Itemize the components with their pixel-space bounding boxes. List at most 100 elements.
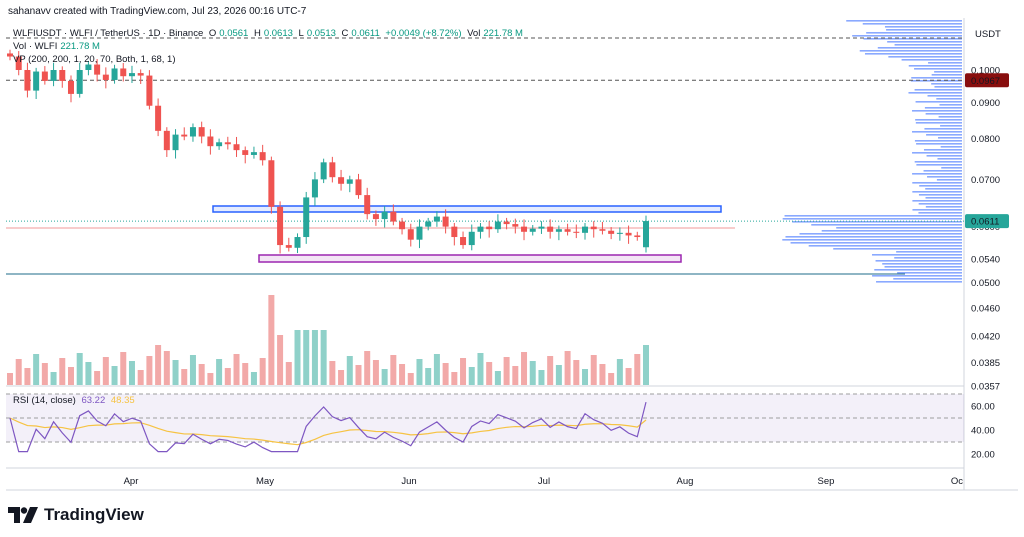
volume-profile-row <box>941 167 962 169</box>
volume-profile-row <box>782 218 962 220</box>
candle-body <box>399 221 406 230</box>
volume-bar <box>564 351 571 385</box>
volume-profile-row <box>916 164 962 166</box>
rsi-legend[interactable]: RSI (14, close) 63.22 48.35 <box>13 395 138 406</box>
volume-bar <box>573 360 580 385</box>
volume-indicator-value: 221.78 M <box>60 41 100 52</box>
volume-legend[interactable]: Vol · WLFI 221.78 M <box>13 41 103 52</box>
volume-profile-row <box>931 74 962 76</box>
candle-body <box>529 228 536 232</box>
volume-bar <box>15 359 22 385</box>
volume-profile-row <box>893 278 962 280</box>
candle-body <box>381 211 388 220</box>
volume-profile-row <box>924 107 962 109</box>
volume-profile-row <box>926 155 962 157</box>
price-axis-currency: USDT <box>975 29 1001 40</box>
volume-profile-row <box>875 260 962 262</box>
volume-bar <box>555 365 562 385</box>
volume-bar <box>425 368 432 385</box>
volume-bar <box>259 358 266 385</box>
candle-body <box>442 216 449 227</box>
candle-body <box>7 53 13 57</box>
volume-profile-row <box>808 245 962 247</box>
rsi-tick-label: 60.00 <box>971 402 995 413</box>
volume-profile-row <box>859 50 962 52</box>
volume-profile-row <box>918 212 962 214</box>
chart-attribution: sahanavv created with TradingView.com, J… <box>8 6 307 17</box>
price-tick-label: 0.0540 <box>971 254 1000 265</box>
candle-body <box>625 232 632 236</box>
volume-bar <box>216 359 223 385</box>
candle-body <box>59 70 66 81</box>
time-tick-label: Apr <box>124 476 139 487</box>
candle-body <box>512 224 519 227</box>
candle-body <box>285 245 292 248</box>
volume-profile-row <box>915 122 962 124</box>
volume-bar <box>329 361 336 385</box>
volume-profile-row <box>897 272 962 274</box>
symbol-legend[interactable]: WLFIUSDT · WLFI / TetherUS · 1D · Binanc… <box>13 28 526 39</box>
volume-bar <box>643 345 649 385</box>
volume-bar <box>102 357 109 385</box>
candle-body <box>416 226 423 240</box>
volume-profile-row <box>939 104 962 106</box>
volume-bar <box>399 364 406 385</box>
volume-bar <box>33 354 40 385</box>
volume-profile-row <box>872 254 962 256</box>
tradingview-logo-text: TradingView <box>44 505 144 524</box>
time-tick-label: Sep <box>818 476 835 487</box>
volume-profile-row <box>912 173 962 175</box>
volume-profile-row <box>934 71 962 73</box>
candle-body <box>634 235 641 238</box>
volume-profile-row <box>799 233 962 235</box>
close-value: 0.0611 <box>351 28 380 39</box>
volume-profile-row <box>821 230 962 232</box>
candle-body <box>355 179 362 196</box>
volume-bar <box>407 373 414 385</box>
rsi-tick-label: 40.00 <box>971 426 995 437</box>
volume-profile-row <box>938 137 962 139</box>
candle-body <box>547 226 554 232</box>
volume-profile-row <box>884 266 962 268</box>
volume-profile-row <box>884 26 962 28</box>
tradingview-logo[interactable]: TradingView <box>8 505 144 525</box>
volume-profile-row <box>792 221 962 223</box>
volume-profile-row <box>910 80 962 82</box>
volume-bar <box>451 372 458 385</box>
volume-profile-row <box>836 227 962 229</box>
rsi-indicator-label: RSI (14, close) <box>13 395 76 406</box>
volume-profile-row <box>931 83 962 85</box>
candle-body <box>460 237 467 246</box>
volume-profile-row <box>940 125 962 127</box>
volume-bar <box>442 363 449 385</box>
volume-bar <box>599 364 606 385</box>
volume-profile-row <box>914 68 962 70</box>
volume-profile-row <box>912 152 962 154</box>
candle-body <box>364 195 371 215</box>
volume-profile-row <box>911 77 962 79</box>
volume-profile-row <box>882 263 962 265</box>
volume-bar <box>416 359 423 385</box>
vp-legend[interactable]: VP (200, 200, 1, 20, 70, Both, 1, 68, 1) <box>13 54 179 65</box>
volume-profile-row <box>928 62 962 64</box>
volume-bar <box>311 330 318 385</box>
volume-profile-row <box>876 281 962 283</box>
rsi-pane: 60.00 40.00 20.00 <box>6 393 995 461</box>
volume-bar <box>24 368 31 385</box>
volume-profile-row <box>925 197 962 199</box>
candle-body <box>477 226 484 232</box>
volume-profile-row <box>912 200 962 202</box>
volume-bar <box>364 351 371 385</box>
candle-body <box>181 134 188 137</box>
volume-bar <box>433 354 440 385</box>
volume-profile-row <box>912 110 962 112</box>
open-label: O <box>208 28 217 39</box>
volume-profile-row <box>901 59 962 61</box>
volume-profile-row <box>916 143 962 145</box>
volume-bar <box>163 351 170 385</box>
candle-body <box>599 229 606 231</box>
candle-body <box>277 206 284 246</box>
resistance-box <box>212 205 722 213</box>
rsi-tick-label: 20.00 <box>971 450 995 461</box>
